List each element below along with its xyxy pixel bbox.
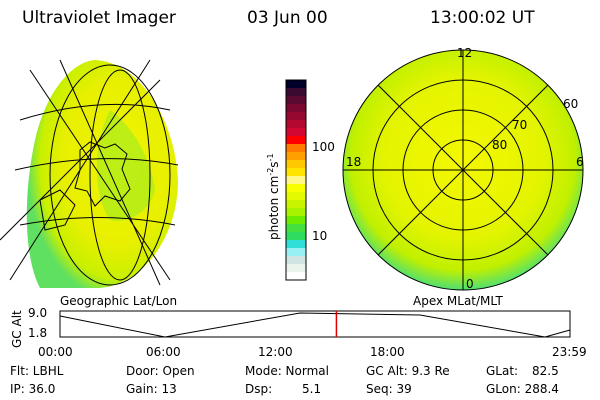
info-dsp-label: Dsp: [245, 382, 273, 396]
time: 13:00:02 UT [430, 8, 535, 28]
mlat-80: 80 [492, 138, 508, 152]
info-dsp-value: 5.1 [302, 382, 322, 396]
colorbar-band [286, 248, 306, 257]
xtick-4: 23:59 [552, 345, 587, 359]
mlt-6: 6 [576, 155, 584, 169]
mlat-70: 70 [512, 118, 528, 132]
altitude-plot [59, 310, 571, 338]
info-glat-value: 82.5 [532, 364, 559, 378]
colorbar-tick-10: 10 [312, 229, 328, 243]
ytick-1.8: 1.8 [28, 326, 48, 340]
colorbar-band [286, 224, 306, 233]
colorbar-band [286, 208, 306, 217]
colorbar-band [286, 128, 306, 137]
altitude-ylabel: GC Alt [10, 310, 24, 348]
apex-polar-image [342, 49, 584, 291]
colorbar-band [286, 256, 306, 265]
colorbar-band [286, 184, 306, 193]
ytick-9: 9.0 [28, 306, 48, 320]
colorbar-band [286, 160, 306, 169]
colorbar-band [286, 104, 306, 113]
info-glat-label: GLat: [486, 364, 519, 378]
colorbar-band [286, 144, 306, 153]
xtick-3: 18:00 [370, 345, 405, 359]
colorbar-band [286, 112, 306, 121]
info-gain: Gain: 13 [126, 382, 177, 396]
left-panel-label: Geographic Lat/Lon [60, 294, 178, 308]
info-seq: Seq: 39 [366, 382, 412, 396]
colorbar-band [286, 272, 306, 281]
colorbar-band [286, 232, 306, 241]
mlt-0: 0 [466, 277, 474, 291]
date: 03 Jun 00 [247, 8, 328, 28]
colorbar-band [286, 136, 306, 145]
colorbar-band [286, 176, 306, 185]
colorbar-band [286, 80, 306, 89]
mlat-60: 60 [563, 97, 579, 111]
info-mode: Mode: Normal [245, 364, 329, 378]
colorbar-band [286, 88, 306, 97]
colorbar-band [286, 200, 306, 209]
instrument-title: Ultraviolet Imager [22, 8, 176, 28]
colorbar-band [286, 152, 306, 161]
info-glon: GLon: 288.4 [486, 382, 559, 396]
colorbar-label: photon cm-2s-1 [266, 153, 281, 240]
mlt-12: 12 [457, 46, 473, 60]
colorbar-band [286, 120, 306, 129]
geographic-globe-image [0, 59, 179, 288]
colorbar-band [286, 264, 306, 273]
colorbar-frame [285, 79, 307, 281]
colorbar-band [286, 216, 306, 225]
colorbar-tick-100: 100 [312, 140, 335, 154]
right-panel-label: Apex MLat/MLT [413, 294, 503, 308]
xtick-1: 06:00 [146, 345, 181, 359]
info-door: Door: Open [126, 364, 195, 378]
colorbar-band [286, 96, 306, 105]
info-gc-alt: GC Alt: 9.3 Re [366, 364, 450, 378]
colorbar-band [286, 168, 306, 177]
xtick-2: 12:00 [258, 345, 293, 359]
info-ip: IP: 36.0 [10, 382, 56, 396]
colorbar-band [286, 192, 306, 201]
info-filter: Flt: LBHL [10, 364, 64, 378]
colorbar [285, 79, 307, 281]
mlt-18: 18 [346, 155, 362, 169]
colorbar-band [286, 240, 306, 249]
xtick-0: 00:00 [38, 345, 73, 359]
